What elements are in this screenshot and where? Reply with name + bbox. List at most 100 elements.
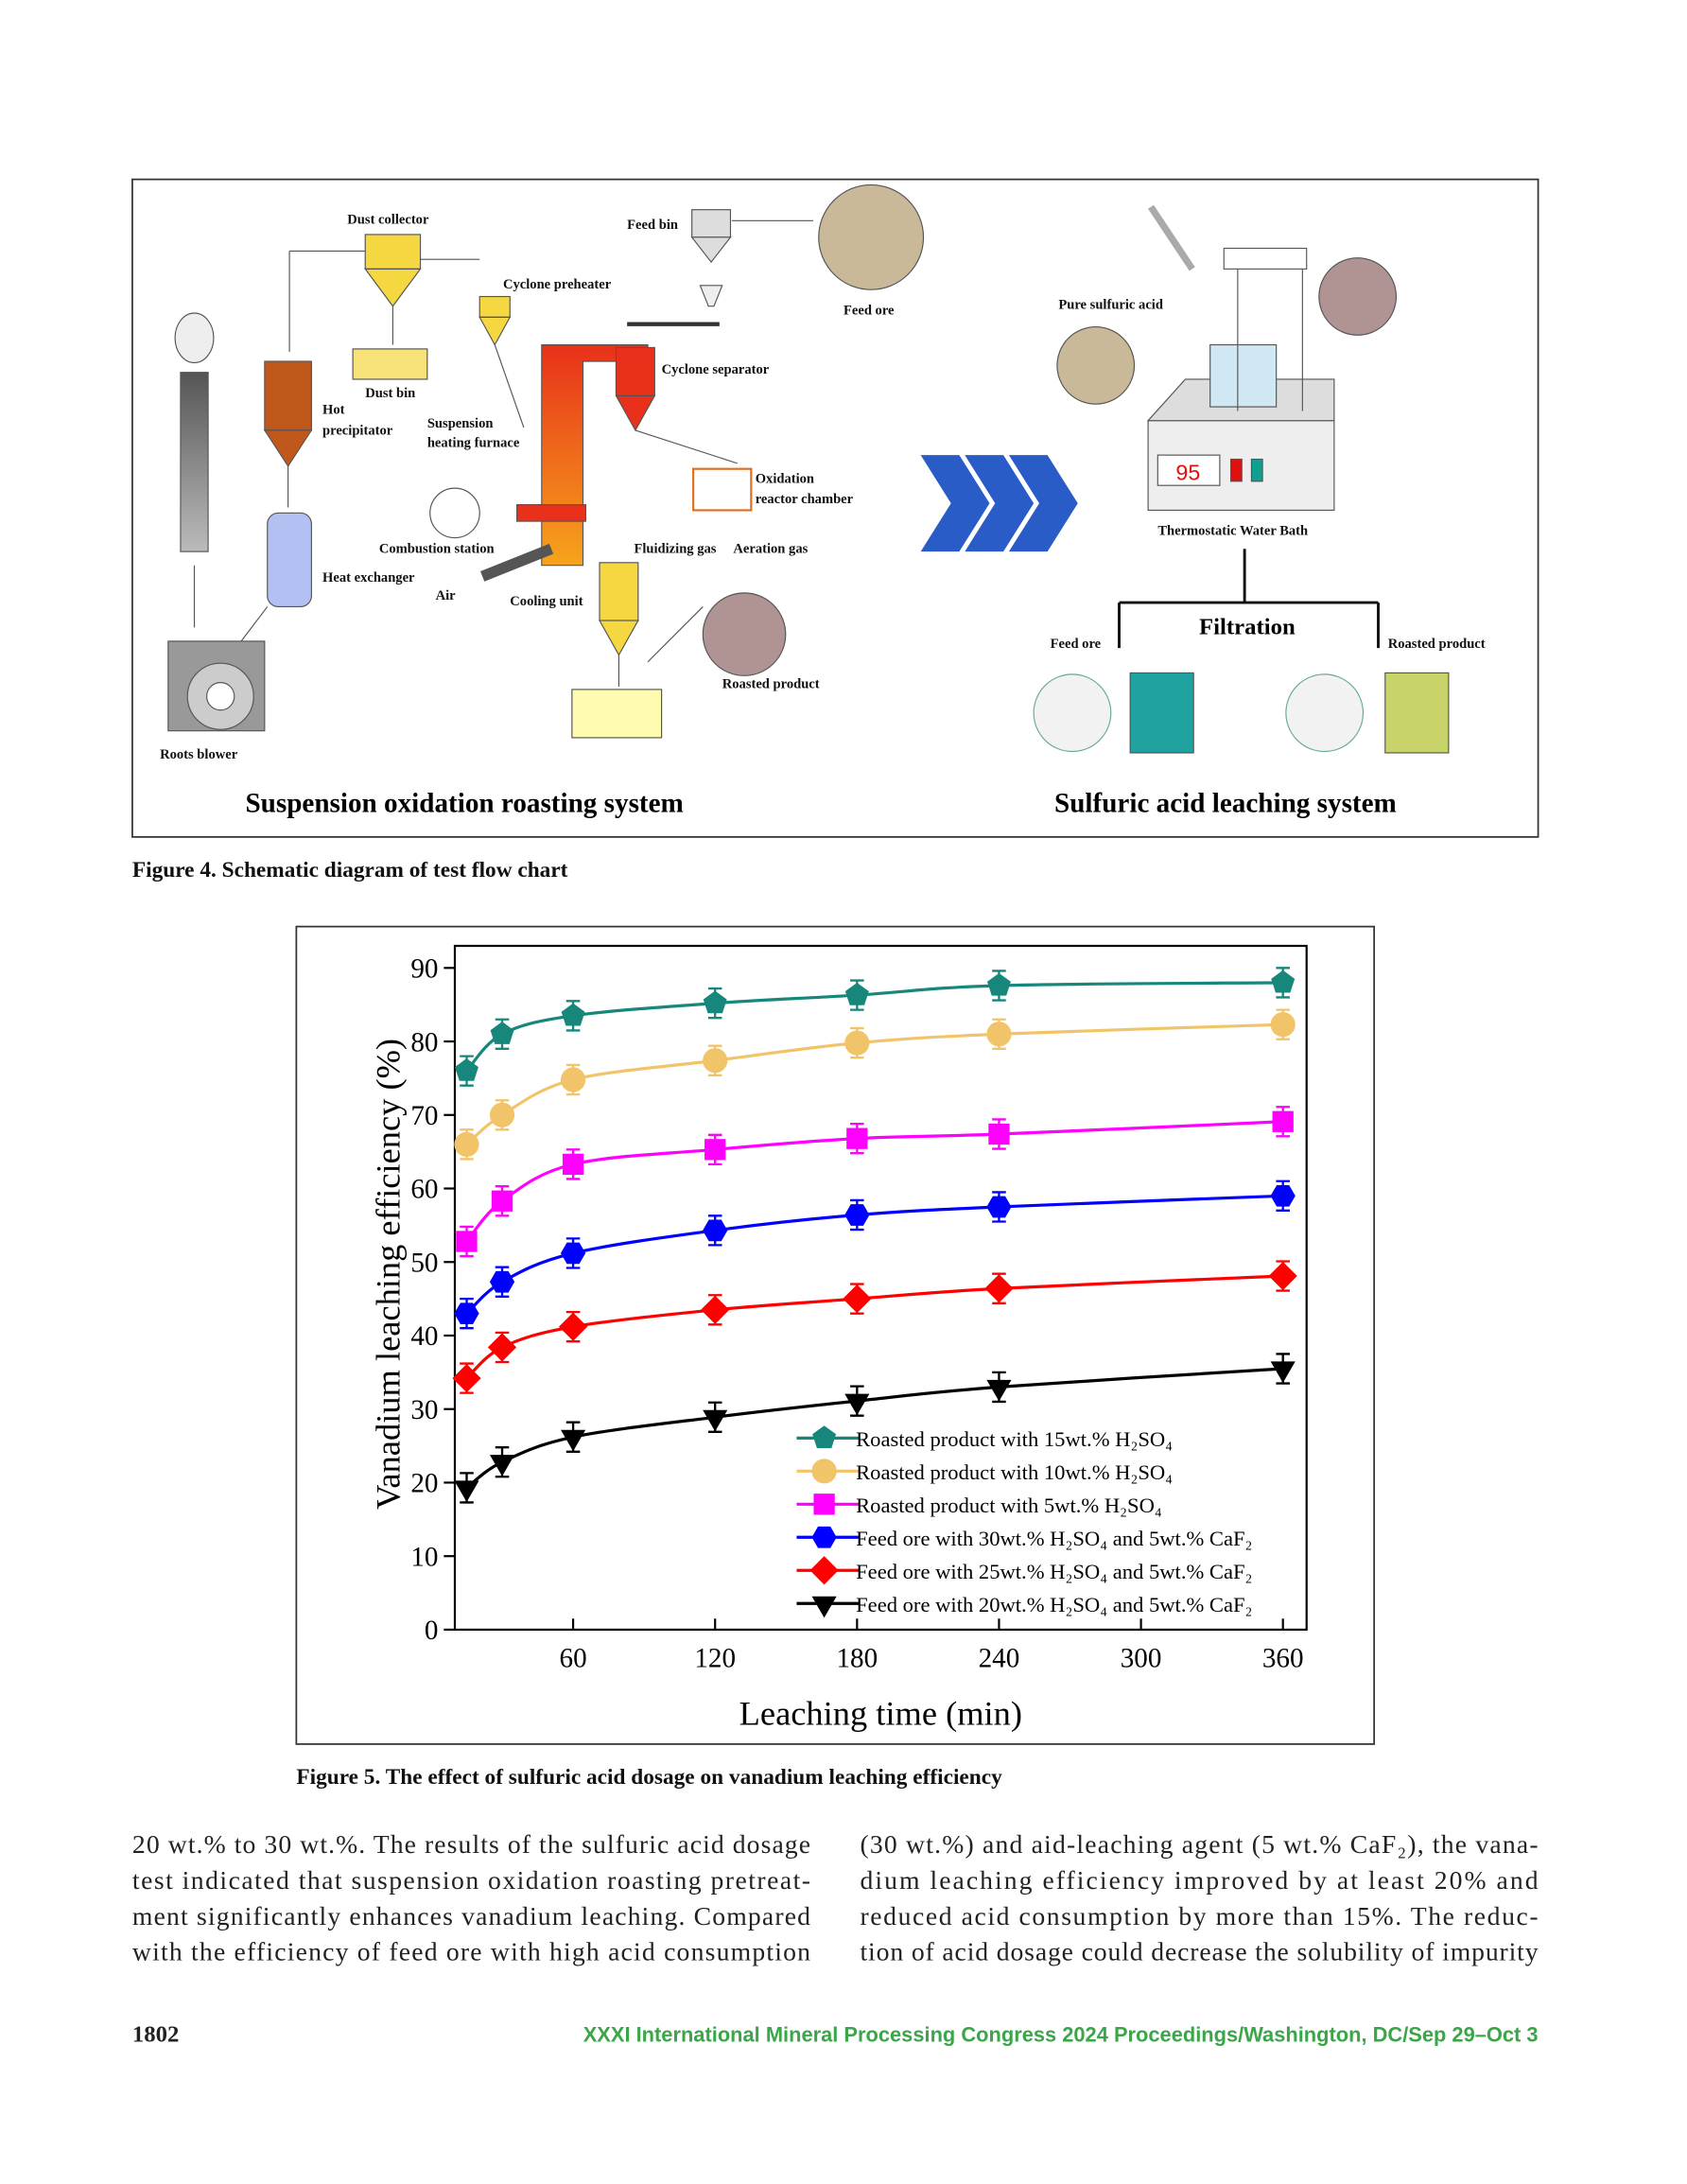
legend-label: Roasted product with 10wt.% H₂SO₄	[856, 1460, 1173, 1484]
marker	[844, 982, 869, 1005]
marker	[811, 1526, 837, 1548]
y-tick-label: 90	[410, 954, 438, 985]
legend-label: Feed ore with 30wt.% H₂SO₄ and 5wt.% CaF…	[856, 1527, 1252, 1550]
series-line	[465, 1274, 1283, 1380]
series-line	[465, 1194, 1283, 1315]
label: Suspension	[427, 416, 494, 431]
label: Dust collector	[347, 212, 429, 227]
x-tick-label: 360	[1262, 1643, 1304, 1673]
page-number: 1802	[132, 2022, 180, 2048]
marker	[844, 1030, 870, 1056]
marker	[562, 1153, 584, 1176]
label: Heat exchanger	[322, 570, 415, 585]
figure-caption: Figure 5. The effect of sulfuric acid do…	[296, 1765, 1002, 1790]
y-tick-label: 30	[410, 1395, 438, 1425]
marker	[988, 1123, 1010, 1145]
marker	[984, 1274, 1014, 1303]
marker	[986, 1379, 1012, 1402]
marker	[1270, 1361, 1296, 1384]
marker	[701, 1295, 730, 1324]
marker	[703, 1409, 728, 1432]
label: Cyclone preheater	[503, 277, 612, 292]
marker	[454, 1302, 479, 1325]
text-line: 20 wt.% to 30 wt.%. The results of the s…	[132, 1829, 810, 1859]
y-tick-label: 20	[410, 1469, 438, 1499]
marker	[1270, 1184, 1296, 1207]
text-line: ment significantly enhances vanadium lea…	[132, 1901, 810, 1931]
marker	[813, 1494, 835, 1515]
label: heating furnace	[427, 435, 520, 450]
marker	[454, 1480, 479, 1502]
label: Feed bin	[627, 218, 678, 233]
label: Oxidation	[756, 471, 814, 486]
marker	[703, 990, 727, 1014]
marker	[986, 1022, 1012, 1047]
figure-4: Dust collector Feed bin Cyclone preheate…	[131, 178, 1539, 838]
series-line	[465, 1120, 1283, 1243]
y-tick-label: 0	[425, 1616, 439, 1646]
label: Dust bin	[365, 386, 415, 401]
label: Filtration	[1199, 615, 1296, 640]
marker	[843, 1284, 872, 1314]
marker	[986, 972, 1011, 996]
label: Pure sulfuric acid	[1058, 298, 1163, 313]
label: Roots blower	[160, 747, 238, 762]
system-title: Suspension oxidation roasting system	[245, 789, 683, 819]
legend-label: Roasted product with 15wt.% H₂SO₄	[856, 1427, 1173, 1451]
plot-area	[453, 944, 1308, 1632]
marker	[704, 1139, 726, 1161]
x-tick-label: 120	[694, 1643, 736, 1673]
legend-label: Feed ore with 20wt.% H₂SO₄ and 5wt.% CaF…	[856, 1593, 1252, 1616]
marker	[1272, 1110, 1294, 1132]
text-line: with the efficiency of feed ore with hig…	[132, 1937, 810, 1966]
journal: XXXI International Mineral Processing Co…	[583, 2023, 1539, 2047]
marker	[703, 1219, 728, 1242]
marker	[809, 1556, 839, 1585]
label: Combustion station	[379, 542, 495, 557]
marker	[703, 1048, 728, 1074]
diagram-shapes	[167, 183, 1450, 754]
label: Roasted product	[722, 676, 820, 691]
marker	[455, 1058, 478, 1081]
legend-label: Feed ore with 25wt.% H₂SO₄ and 5wt.% CaF…	[856, 1560, 1252, 1583]
series-line	[465, 1367, 1283, 1490]
marker	[487, 1333, 517, 1362]
marker	[846, 1127, 868, 1149]
marker	[558, 1312, 588, 1341]
y-axis-title: Vanadium leaching efficiency (%)	[370, 1039, 408, 1510]
label: Air	[436, 588, 457, 603]
marker	[812, 1425, 837, 1448]
label: Feed ore	[1051, 637, 1102, 652]
label: Feed ore	[844, 303, 895, 318]
text-line: tion of acid dosage could decrease the s…	[860, 1937, 1538, 1966]
marker	[560, 1242, 586, 1265]
y-tick-label: 70	[410, 1101, 438, 1131]
marker	[561, 1429, 586, 1452]
series-line	[465, 981, 1283, 1073]
body-text: 20 wt.% to 30 wt.%. The results of the s…	[132, 1829, 1539, 1966]
text-line: test indicated that suspension oxidation…	[132, 1865, 810, 1895]
marker	[986, 1196, 1012, 1218]
y-tick-label: 50	[410, 1248, 438, 1278]
marker	[1271, 970, 1296, 993]
y-tick-label: 80	[410, 1027, 438, 1057]
x-tick-label: 240	[979, 1643, 1020, 1673]
marker	[490, 1022, 514, 1044]
marker	[489, 1455, 515, 1476]
legend-label: Roasted product with 5wt.% H₂SO₄	[856, 1494, 1162, 1517]
label: Cooling unit	[510, 594, 583, 609]
text-line: dium leaching efficiency improved by at …	[860, 1865, 1538, 1895]
series-line	[465, 1022, 1283, 1146]
marker	[811, 1596, 837, 1618]
marker	[489, 1270, 515, 1293]
label: precipitator	[322, 423, 393, 438]
figure-caption: Figure 4. Schematic diagram of test flow…	[132, 858, 568, 882]
text-line: reduced acid consumption by more than 15…	[860, 1901, 1538, 1931]
x-tick-label: 60	[560, 1643, 587, 1673]
label: Hot	[322, 402, 345, 417]
label: Cyclone separator	[662, 362, 770, 377]
display: 95	[1175, 460, 1200, 484]
y-tick-label: 40	[410, 1321, 438, 1352]
label: Aeration gas	[733, 542, 808, 557]
x-tick-label: 300	[1121, 1643, 1162, 1673]
